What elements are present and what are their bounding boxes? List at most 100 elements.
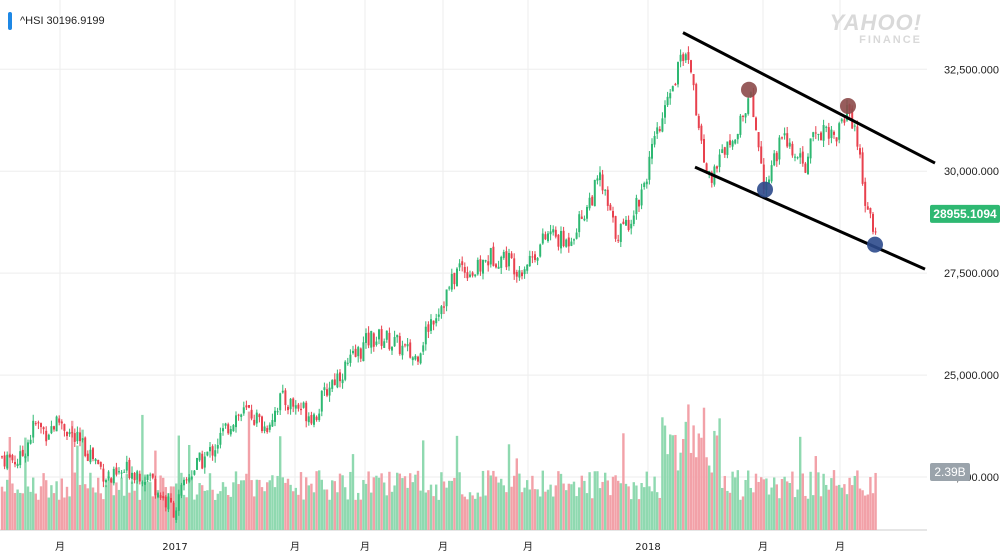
volume-bar (697, 433, 700, 530)
volume-bar (73, 472, 76, 530)
volume-bar (29, 491, 32, 530)
candle-body (219, 432, 222, 445)
volume-bar (362, 479, 365, 530)
candle-body (118, 471, 120, 473)
candle-body (739, 115, 742, 135)
price-candles (1, 46, 877, 523)
candle-body (92, 448, 94, 460)
candle-body (622, 221, 625, 224)
volume-bar (565, 490, 568, 530)
candle-body (393, 337, 396, 347)
candle-body (16, 463, 19, 467)
candle-body (534, 254, 536, 260)
candle-body (528, 255, 531, 267)
yahoo-finance-logo: YAHOO! FINANCE (830, 10, 922, 46)
volume-bar (117, 489, 121, 530)
candle-body (573, 239, 575, 241)
candle-body (497, 266, 500, 269)
candle-body (752, 94, 755, 118)
candle-body (71, 432, 74, 434)
candle-body (518, 270, 521, 278)
volume-bar (487, 470, 490, 530)
volume-bar (136, 480, 139, 530)
volume-bar (648, 486, 651, 530)
candle-body (742, 115, 744, 117)
volume-bar (609, 495, 612, 530)
candle-body (55, 416, 58, 432)
candle-body (242, 407, 245, 414)
candle-body (482, 259, 484, 274)
candle-body (554, 229, 557, 237)
candle-body (648, 156, 651, 180)
volume-bar (81, 429, 84, 530)
candle-body (339, 372, 341, 382)
candle-body (141, 482, 144, 484)
candle-body (198, 452, 201, 461)
x-tick-label: 月 (55, 541, 65, 553)
candle-body (193, 470, 196, 475)
volume-bar (411, 482, 414, 530)
volume-bar (445, 487, 448, 530)
candle-body (406, 344, 409, 347)
volume-bar (99, 493, 102, 530)
candle-body (833, 131, 835, 135)
candle-body (378, 329, 380, 340)
volume-bar (377, 477, 381, 530)
volume-bar (247, 411, 251, 530)
volume-bar (341, 475, 344, 530)
volume-bar (822, 473, 825, 530)
y-tick-label: 27,500.000 (944, 268, 999, 280)
volume-bar (684, 421, 687, 530)
candle-body (320, 390, 323, 412)
volume-bar (588, 472, 591, 530)
volume-bar (663, 425, 667, 530)
candle-body (60, 421, 63, 424)
volume-bar (216, 493, 219, 530)
candle-body (869, 208, 872, 214)
volume-bar (604, 472, 607, 530)
volume-bar (481, 470, 485, 530)
candle-body (570, 241, 573, 246)
candle-body (445, 289, 448, 307)
candle-body (183, 479, 185, 486)
candle-body (344, 361, 347, 380)
volume-bar (315, 471, 318, 530)
volume-bar (260, 487, 264, 530)
volume-bar (687, 404, 690, 530)
candle-body (346, 362, 349, 364)
candle-body (328, 387, 331, 396)
volume-bar (258, 479, 261, 530)
volume-bar (583, 480, 586, 530)
candle-body (700, 125, 703, 141)
candle-body (409, 342, 412, 358)
volume-bar (531, 475, 534, 530)
candle-body (544, 234, 547, 240)
candle-body (144, 482, 146, 485)
candle-body (539, 244, 542, 257)
volume-bar (419, 490, 422, 530)
volume-bar (47, 497, 50, 530)
candle-body (89, 449, 92, 463)
candle-body (822, 125, 825, 141)
volume-bar (466, 499, 469, 530)
peak-marker (840, 98, 856, 114)
volume-bar (570, 484, 573, 530)
volume-bar (91, 487, 95, 530)
candle-body (313, 414, 315, 425)
volume-bar (593, 471, 596, 530)
channel-upper-line (682, 31, 936, 165)
candle-body (783, 133, 786, 136)
volume-bar (11, 483, 14, 530)
candle-body (578, 214, 581, 233)
candle-body (835, 137, 838, 142)
volume-bar (617, 480, 620, 530)
volume-bar (349, 471, 352, 530)
volume-bar (723, 475, 726, 530)
candle-body (159, 495, 162, 498)
volume-bar (240, 480, 243, 530)
candle-body (419, 353, 422, 364)
volume-bar (749, 487, 752, 530)
volume-bar (268, 480, 271, 530)
volume-bar (24, 437, 27, 530)
candle-body (276, 411, 279, 413)
